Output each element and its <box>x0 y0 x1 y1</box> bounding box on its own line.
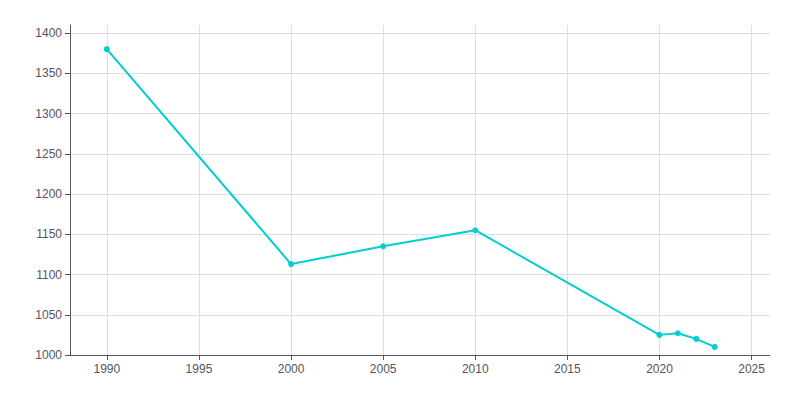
svg-text:2000: 2000 <box>278 362 305 376</box>
svg-text:2010: 2010 <box>462 362 489 376</box>
svg-text:1200: 1200 <box>35 187 62 201</box>
svg-text:1000: 1000 <box>35 348 62 362</box>
svg-text:1150: 1150 <box>36 227 62 241</box>
svg-text:1400: 1400 <box>35 26 62 40</box>
svg-text:1995: 1995 <box>186 362 213 376</box>
svg-text:1050: 1050 <box>35 308 62 322</box>
svg-text:2015: 2015 <box>554 362 581 376</box>
svg-text:1250: 1250 <box>35 147 62 161</box>
svg-text:1300: 1300 <box>35 107 62 121</box>
svg-text:2020: 2020 <box>646 362 673 376</box>
svg-text:2025: 2025 <box>738 362 765 376</box>
svg-text:1100: 1100 <box>36 268 62 282</box>
svg-text:2005: 2005 <box>370 362 397 376</box>
svg-text:1350: 1350 <box>35 66 62 80</box>
svg-text:1990: 1990 <box>93 362 120 376</box>
